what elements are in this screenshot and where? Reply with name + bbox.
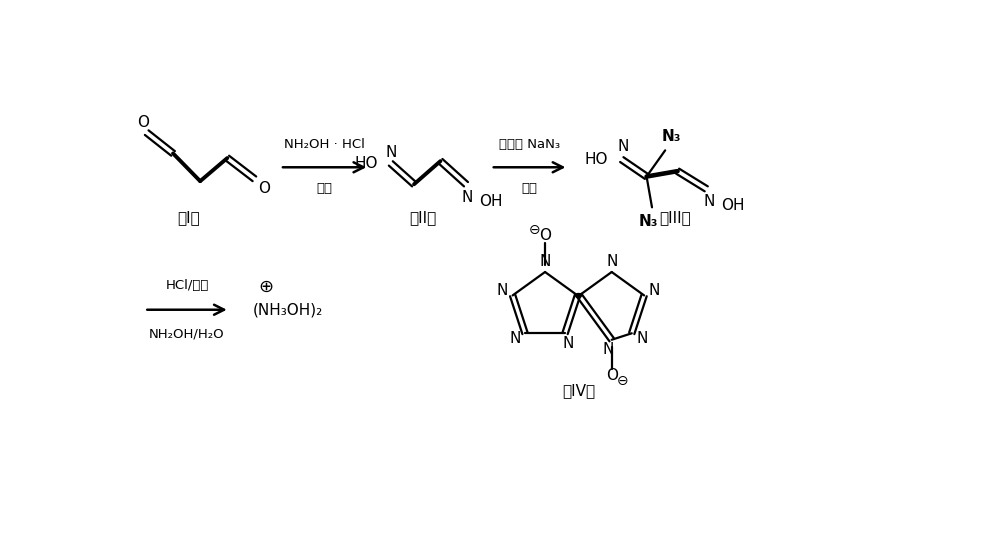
Text: （III）: （III）	[659, 210, 691, 225]
Text: ⊕: ⊕	[258, 278, 274, 295]
Text: （II）: （II）	[410, 210, 437, 225]
Text: N: N	[462, 190, 473, 205]
Text: N: N	[603, 342, 614, 357]
Text: （I）: （I）	[177, 210, 200, 225]
Text: OH: OH	[479, 194, 503, 208]
Text: N: N	[509, 331, 521, 346]
Text: ⊖: ⊖	[528, 223, 540, 237]
Text: 卤代剂 NaN₃: 卤代剂 NaN₃	[499, 138, 560, 150]
Text: （IV）: （IV）	[562, 383, 595, 398]
Text: OH: OH	[722, 198, 745, 213]
Text: NH₂OH/H₂O: NH₂OH/H₂O	[149, 328, 225, 341]
Text: N: N	[385, 145, 397, 160]
Text: N: N	[636, 331, 648, 346]
Text: 溶剂: 溶剂	[522, 182, 538, 195]
Text: O: O	[258, 182, 270, 196]
Text: N: N	[606, 254, 617, 270]
Text: HCl/碱液: HCl/碱液	[165, 278, 209, 292]
Text: N: N	[539, 254, 551, 270]
Text: N: N	[497, 283, 508, 298]
Text: 强碱: 强碱	[316, 182, 332, 195]
Text: N: N	[562, 336, 574, 351]
Text: N: N	[649, 283, 660, 298]
Text: ⊖: ⊖	[617, 374, 628, 388]
Text: O: O	[539, 228, 551, 243]
Text: (NH₃OH)₂: (NH₃OH)₂	[253, 302, 323, 317]
Text: NH₂OH · HCl: NH₂OH · HCl	[284, 138, 365, 150]
Text: N₃: N₃	[662, 129, 681, 144]
Text: O: O	[606, 369, 618, 383]
Text: N₃: N₃	[638, 214, 658, 229]
Text: N: N	[618, 139, 629, 154]
Text: N: N	[704, 194, 715, 210]
Text: O: O	[138, 115, 150, 130]
Text: HO: HO	[584, 152, 608, 167]
Text: HO: HO	[355, 156, 378, 171]
